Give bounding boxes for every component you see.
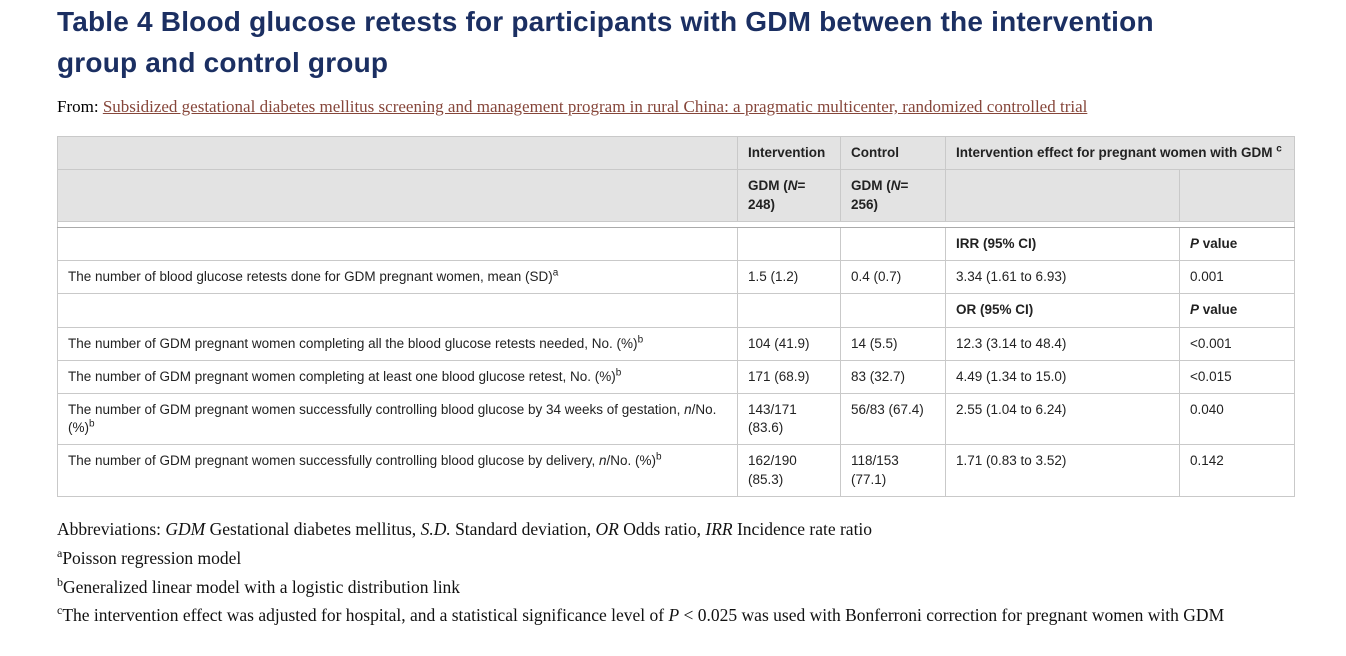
table-row: The number of GDM pregnant women success… [57, 392, 1295, 446]
effect-cell: 2.55 (1.04 to 6.24) [945, 392, 1180, 446]
control-header-cell: Control [840, 136, 946, 171]
results-table: Intervention Control Intervention effect… [57, 136, 1295, 497]
header-row-groups: Intervention Control Intervention effect… [57, 136, 1295, 171]
footnote-marker-b: b [57, 574, 63, 589]
italic-n: n [599, 453, 607, 469]
table-row: The number of blood glucose retests done… [57, 260, 1295, 295]
intervention-cell: 162/190 (85.3) [737, 444, 841, 497]
irr-header-cell: IRR (95% CI) [945, 226, 1180, 262]
stat-header-row-or: OR (95% CI) P value [57, 293, 1295, 328]
source-line: From: Subsidized gestational diabetes me… [57, 97, 1294, 117]
empty-cell [840, 293, 946, 328]
gdm-intervention-n-cell: GDM (N= 248) [737, 169, 841, 222]
empty-cell [57, 293, 738, 328]
intervention-cell: 171 (68.9) [737, 359, 841, 394]
p-value-header-cell: P value [1179, 226, 1295, 262]
row-label-cell: The number of GDM pregnant women complet… [57, 359, 738, 394]
page-title: Table 4 Blood glucose retests for partic… [57, 6, 1154, 78]
footnote-c: cThe intervention effect was adjusted fo… [57, 603, 1225, 626]
row-label-cell: The number of blood glucose retests done… [57, 260, 738, 295]
empty-header-cell [57, 136, 738, 171]
empty-cell [737, 293, 841, 328]
footnote-marker-b: b [89, 418, 95, 430]
table-row: The number of GDM pregnant women complet… [57, 326, 1295, 361]
control-cell: 83 (32.7) [840, 359, 946, 394]
empty-header-cell [57, 169, 738, 222]
footnote-marker-a: a [57, 545, 63, 560]
row-label-cell: The number of GDM pregnant women success… [57, 392, 738, 446]
abbreviations-line: Abbreviations: GDM Gestational diabetes … [57, 518, 873, 539]
footnote-b: bGeneralized linear model with a logisti… [57, 574, 461, 597]
intervention-cell: 1.5 (1.2) [737, 260, 841, 295]
effect-cell: 1.71 (0.83 to 3.52) [945, 444, 1180, 497]
control-cell: 118/153 (77.1) [840, 444, 946, 497]
footnote-marker-c: c [1276, 143, 1282, 155]
footnotes: Abbreviations: GDM Gestational diabetes … [57, 517, 1294, 630]
control-cell: 0.4 (0.7) [840, 260, 946, 295]
control-header-label: Control [851, 145, 899, 161]
control-cell: 14 (5.5) [840, 326, 946, 361]
footnote-marker-b: b [656, 451, 662, 463]
or-header-cell: OR (95% CI) [945, 293, 1180, 328]
footnote-marker-a: a [552, 267, 559, 279]
table-row: The number of GDM pregnant women complet… [57, 359, 1295, 394]
intervention-header-label: Intervention [748, 145, 826, 161]
source-article-link[interactable]: Subsidized gestational diabetes mellitus… [102, 97, 1088, 117]
row-label-cell: The number of GDM pregnant women success… [57, 444, 738, 497]
header-row-samples: GDM (N= 248) GDM (N= 256) [57, 169, 1295, 222]
from-label: From: [57, 97, 99, 117]
footnote-a: aPoisson regression model [57, 545, 242, 568]
p-value-cell: <0.015 [1179, 359, 1295, 394]
p-value-cell: 0.142 [1179, 444, 1295, 497]
row-label-cell: The number of GDM pregnant women complet… [57, 326, 738, 361]
table-row: The number of GDM pregnant women success… [57, 444, 1295, 497]
empty-header-cell [945, 169, 1180, 222]
gdm-control-n-cell: GDM (N= 256) [840, 169, 946, 222]
effect-cell: 4.49 (1.34 to 15.0) [945, 359, 1180, 394]
intervention-header-cell: Intervention [737, 136, 841, 171]
p-value-header-cell: P value [1179, 293, 1295, 328]
control-cell: 56/83 (67.4) [840, 392, 946, 446]
empty-cell [57, 226, 738, 262]
intervention-cell: 143/171 (83.6) [737, 392, 841, 446]
empty-cell [737, 226, 841, 262]
italic-n: n [684, 401, 692, 417]
p-value-cell: <0.001 [1179, 326, 1295, 361]
effect-header-label: Intervention effect for pregnant women w… [956, 145, 1273, 161]
italic-n: N [890, 178, 901, 194]
effect-header-cell: Intervention effect for pregnant women w… [945, 136, 1295, 171]
footnote-marker-b: b [637, 334, 644, 345]
p-value-cell: 0.040 [1179, 392, 1295, 446]
footnote-marker-b: b [615, 367, 622, 379]
empty-cell [840, 226, 946, 262]
effect-cell: 12.3 (3.14 to 48.4) [945, 326, 1180, 361]
p-value-cell: 0.001 [1179, 260, 1295, 295]
stat-header-row-irr: IRR (95% CI) P value [57, 226, 1295, 262]
italic-n: N [787, 178, 798, 194]
intervention-cell: 104 (41.9) [737, 326, 841, 361]
empty-header-cell [1179, 169, 1295, 222]
effect-cell: 3.34 (1.61 to 6.93) [945, 260, 1180, 295]
